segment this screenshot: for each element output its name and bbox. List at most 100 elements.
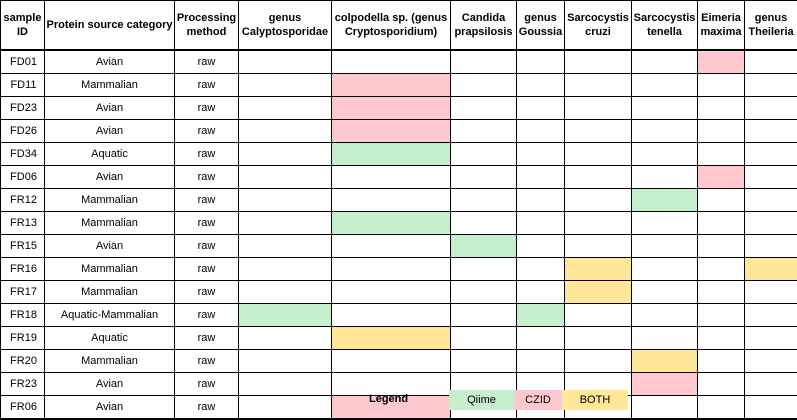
detection-cell	[565, 212, 632, 235]
header-candida: Candida prapsilosis	[451, 1, 517, 51]
detection-cell	[239, 74, 332, 97]
detection-cell	[745, 120, 797, 143]
detection-cell	[745, 327, 797, 350]
header-row: sample ID Protein source category Proces…	[1, 1, 797, 51]
detection-cell	[451, 50, 517, 74]
detection-cell	[745, 304, 797, 327]
detection-cell	[698, 189, 745, 212]
processing-method-cell: raw	[175, 281, 239, 304]
detection-cell	[698, 97, 745, 120]
sample-id-cell: FR12	[1, 189, 45, 212]
detection-cell	[332, 50, 451, 74]
detection-cell	[332, 304, 451, 327]
detection-cell	[239, 143, 332, 166]
detection-cell	[332, 258, 451, 281]
detection-cell	[698, 281, 745, 304]
detection-cell-czid	[698, 166, 745, 189]
detection-cell	[239, 120, 332, 143]
detection-cell	[745, 235, 797, 258]
processing-method-cell: raw	[175, 50, 239, 74]
header-eimeria: Eimeria maxima	[698, 1, 745, 51]
header-goussia: genus Goussia	[517, 1, 565, 51]
legend-swatch-both: BOTH	[562, 390, 628, 410]
sample-id-cell: FD26	[1, 120, 45, 143]
protein-source-cell: Avian	[45, 50, 175, 74]
detection-cell	[745, 166, 797, 189]
detection-cell	[517, 97, 565, 120]
sample-id-cell: FR17	[1, 281, 45, 304]
detection-cell	[239, 166, 332, 189]
protein-source-cell: Avian	[45, 235, 175, 258]
sample-id-cell: FR19	[1, 327, 45, 350]
header-processing-method: Processing method	[175, 1, 239, 51]
header-theileria: genus Theileria	[745, 1, 797, 51]
detection-cell	[517, 189, 565, 212]
detection-cell-both	[332, 327, 451, 350]
detection-cell	[451, 120, 517, 143]
protein-source-cell: Avian	[45, 97, 175, 120]
detection-cell	[698, 304, 745, 327]
header-sarcocystis-tenella: Sarcocystis tenella	[632, 1, 698, 51]
processing-method-cell: raw	[175, 212, 239, 235]
detection-cell-czid	[332, 74, 451, 97]
detection-cell	[517, 50, 565, 74]
detection-cell	[239, 258, 332, 281]
detection-cell	[332, 281, 451, 304]
detection-cell	[745, 50, 797, 74]
detection-cell	[517, 74, 565, 97]
legend-swatch-czid: CZID	[514, 390, 562, 410]
sample-id-cell: FR15	[1, 235, 45, 258]
protein-source-cell: Aquatic-Mammalian	[45, 304, 175, 327]
detection-cell	[632, 235, 698, 258]
header-protein-source: Protein source category	[45, 1, 175, 51]
processing-method-cell: raw	[175, 74, 239, 97]
detection-cell-qiime	[239, 304, 332, 327]
protein-source-cell: Avian	[45, 166, 175, 189]
detection-cell	[239, 350, 332, 373]
detection-cell	[632, 120, 698, 143]
detection-cell	[632, 327, 698, 350]
sample-id-cell: FR16	[1, 258, 45, 281]
detection-cell	[517, 235, 565, 258]
detection-cell	[517, 258, 565, 281]
detection-cell	[698, 235, 745, 258]
detection-cell	[698, 327, 745, 350]
detection-cell	[451, 143, 517, 166]
detection-cell	[745, 74, 797, 97]
detection-cell	[239, 327, 332, 350]
detection-cell	[451, 327, 517, 350]
detection-cell	[565, 304, 632, 327]
detection-cell	[517, 350, 565, 373]
detection-cell	[239, 97, 332, 120]
protein-source-cell: Avian	[45, 120, 175, 143]
protein-source-cell: Mammalian	[45, 350, 175, 373]
detection-cell-both	[565, 281, 632, 304]
detection-cell	[239, 212, 332, 235]
detection-cell-both	[565, 258, 632, 281]
detection-cell	[565, 350, 632, 373]
detection-cell-qiime	[332, 143, 451, 166]
detection-cell	[632, 97, 698, 120]
detection-cell	[517, 120, 565, 143]
sample-id-cell: FD01	[1, 50, 45, 74]
detection-cell	[239, 189, 332, 212]
header-calyptosporidae: genus Calyptosporidae	[239, 1, 332, 51]
detection-cell-qiime	[517, 304, 565, 327]
detection-cell	[451, 304, 517, 327]
detection-cell	[632, 212, 698, 235]
processing-method-cell: raw	[175, 120, 239, 143]
protein-source-cell: Aquatic	[45, 143, 175, 166]
detection-cell-qiime	[332, 212, 451, 235]
header-sarcocystis-cruzi: Sarcocystis cruzi	[565, 1, 632, 51]
processing-method-cell: raw	[175, 97, 239, 120]
legend-swatch-qiime: Qiime	[449, 390, 514, 410]
detection-cell	[565, 97, 632, 120]
protein-source-cell: Mammalian	[45, 258, 175, 281]
